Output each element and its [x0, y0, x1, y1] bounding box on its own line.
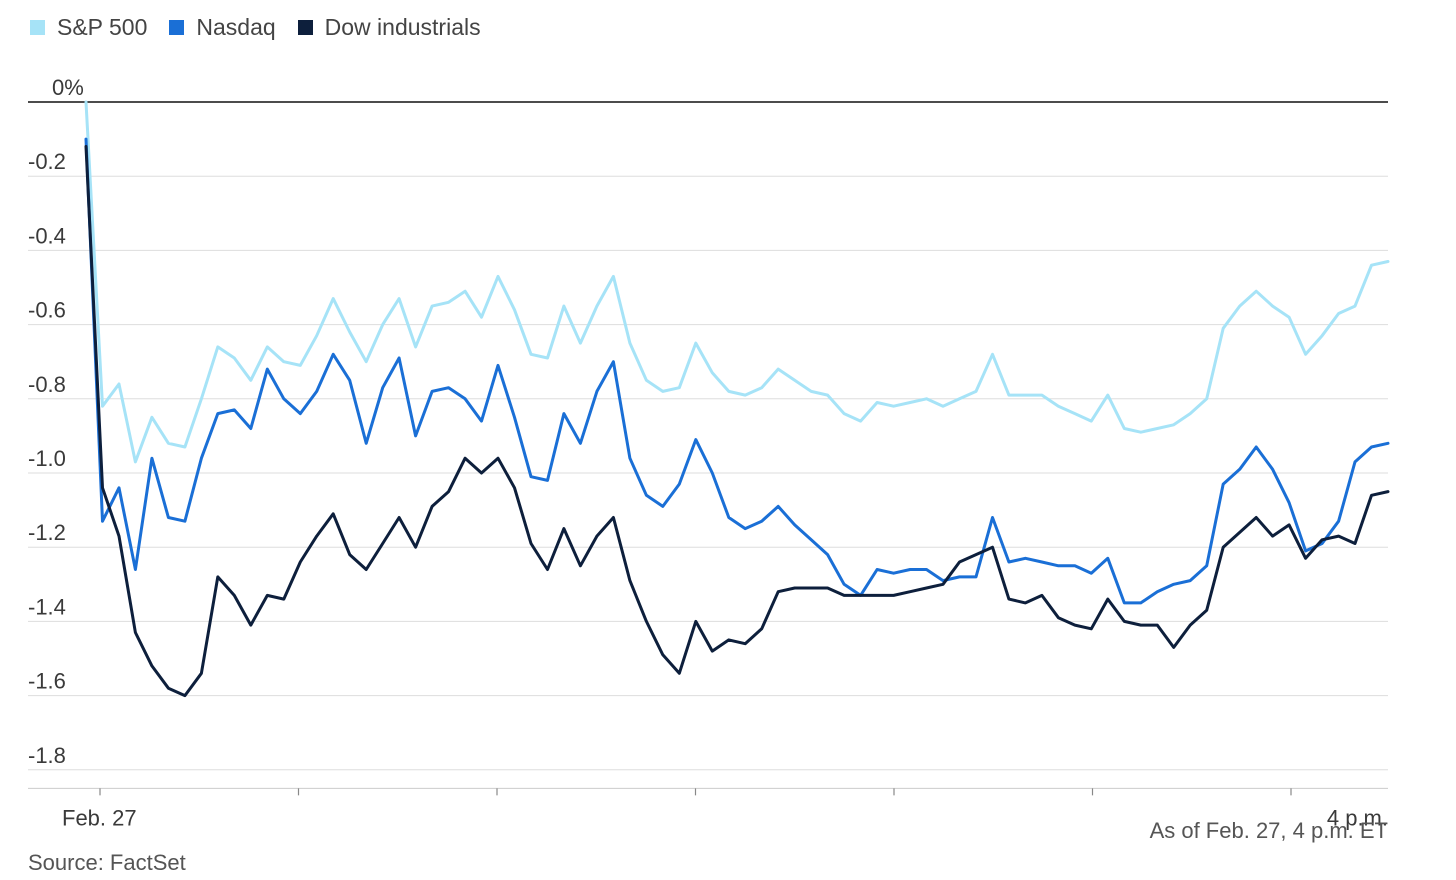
- series-line-0: [84, 100, 1390, 464]
- legend-label-nasdaq: Nasdaq: [196, 14, 276, 40]
- grid-layer: [28, 101, 1388, 771]
- y-tick-label: -0.6: [28, 298, 66, 323]
- legend-item-dow: Dow industrials: [297, 14, 481, 41]
- y-tick-label: -1.2: [28, 520, 66, 545]
- series-line-1: [84, 137, 1390, 605]
- legend-item-sp500: S&P 500: [30, 14, 147, 41]
- legend-item-nasdaq: Nasdaq: [169, 14, 276, 41]
- axis-layer: 0% -0.2 -0.4 -0.6 -0.8 -1.0 -1.2 -1.4 -1.6 -1.8 Fe…: [28, 75, 1388, 830]
- y-tick-label: -0.4: [28, 223, 66, 248]
- x-tick-label-end: 4 p.m.: [1327, 805, 1388, 830]
- as-of-note: As of Feb. 27, 4 p.m. ET: [1149, 818, 1388, 843]
- y-tick-label: -1.8: [28, 743, 66, 768]
- series-line-2: [84, 145, 1390, 698]
- source-note: Source: FactSet: [28, 850, 186, 875]
- y-tick-label: -1.0: [28, 446, 66, 471]
- chart-legend: S&P 500 Nasdaq Dow industrials: [30, 14, 503, 41]
- legend-swatch-nasdaq: [169, 20, 185, 35]
- y-tick-label: -1.4: [28, 594, 66, 619]
- legend-label-dow: Dow industrials: [324, 14, 481, 40]
- y-tick-label: -1.6: [28, 669, 66, 694]
- x-tick-label-start: Feb. 27: [62, 805, 137, 830]
- y-tick-label: -0.2: [28, 149, 66, 174]
- y-tick-label: -0.8: [28, 372, 66, 397]
- legend-swatch-sp500: [30, 20, 45, 35]
- series-layer: [84, 100, 1390, 698]
- y-tick-label: 0%: [52, 75, 84, 100]
- legend-swatch-dow: [297, 20, 313, 35]
- legend-label-sp500: S&P 500: [57, 14, 148, 40]
